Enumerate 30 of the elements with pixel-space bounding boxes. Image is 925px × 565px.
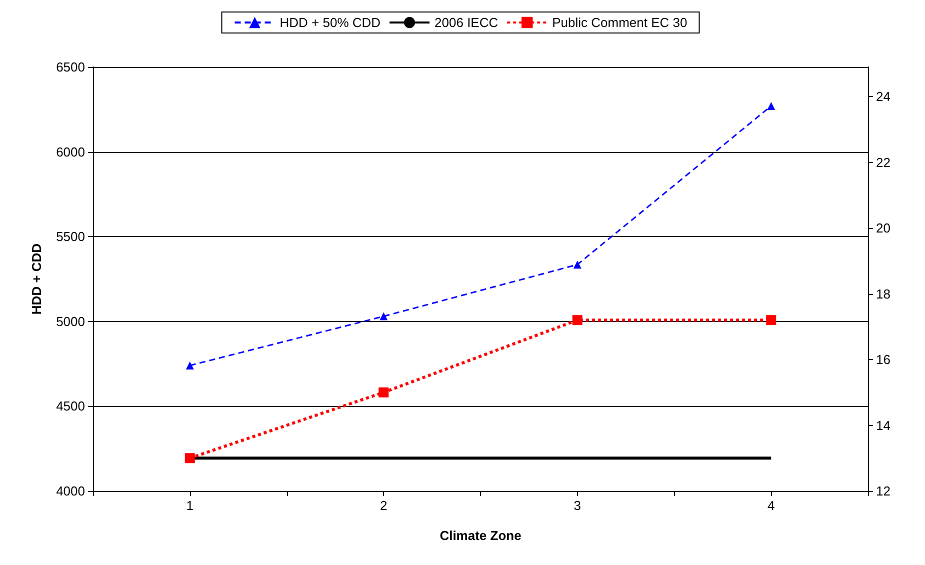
point xyxy=(380,312,388,320)
point xyxy=(573,260,582,269)
y-tick-label: 4000 xyxy=(56,484,85,498)
legend-label: 2006 IECC xyxy=(434,15,498,30)
y-tick-label: 5000 xyxy=(56,314,85,329)
x-tick-label: 4 xyxy=(768,498,775,513)
legend-label: Public Comment EC 30 xyxy=(552,15,688,30)
point xyxy=(766,315,776,326)
y-tick-label: 5500 xyxy=(56,229,85,244)
y2-tick-label: 24 xyxy=(876,89,890,104)
y2-tick-label: 14 xyxy=(876,418,890,433)
y2-tick-label: 22 xyxy=(876,154,890,170)
point xyxy=(572,315,582,326)
x-axis-title: Climate Zone xyxy=(440,528,522,543)
x-tick-label: 2 xyxy=(380,498,388,513)
y2-tick-label: 16 xyxy=(876,352,890,368)
y2-tick-label: 12 xyxy=(876,484,890,498)
point xyxy=(378,387,389,398)
legend-label: HDD + 50% CDD xyxy=(280,15,381,30)
y2-tick-label: 18 xyxy=(876,286,890,302)
y-tick-label: 6500 xyxy=(56,60,85,74)
point xyxy=(184,453,195,464)
y-axis-title: HDD + CDD xyxy=(29,243,44,315)
y2-tick-label: 20 xyxy=(876,220,890,236)
y-tick-label: 6000 xyxy=(56,144,85,160)
y-tick-label: 4500 xyxy=(56,398,85,414)
x-tick-label: 3 xyxy=(574,498,581,513)
x-tick-label: 1 xyxy=(186,498,194,513)
point xyxy=(186,361,194,370)
point xyxy=(767,102,776,110)
